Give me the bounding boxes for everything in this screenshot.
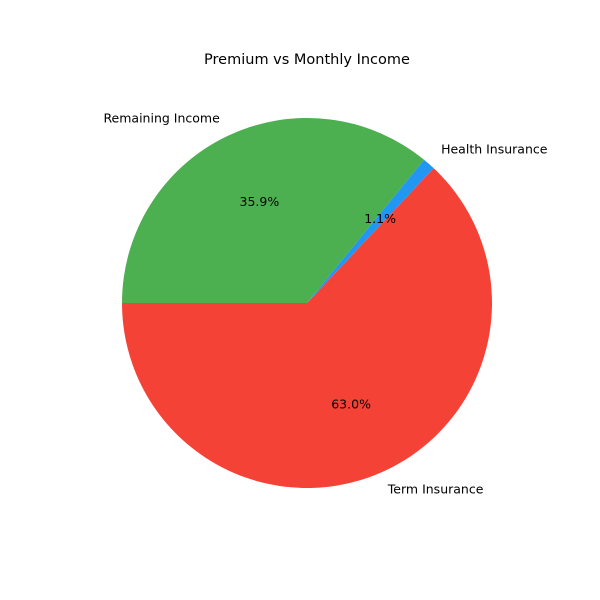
slice-percent-remaining-income: 35.9% bbox=[240, 194, 280, 209]
slice-percent-health-insurance: 1.1% bbox=[364, 211, 396, 226]
slice-label-remaining-income: Remaining Income bbox=[103, 111, 220, 126]
pie-slices bbox=[122, 117, 492, 489]
slice-term-insurance bbox=[122, 168, 492, 489]
slice-health-insurance bbox=[307, 159, 434, 303]
chart-title: Premium vs Monthly Income bbox=[204, 52, 410, 68]
slice-remaining-income bbox=[122, 117, 425, 303]
slice-label-term-insurance: Term Insurance bbox=[387, 481, 484, 496]
slice-label-health-insurance: Health Insurance bbox=[441, 141, 548, 156]
pie-labels: Term Insurance 63.0% Health Insurance 1.1% R… bbox=[103, 111, 547, 497]
slice-percent-term-insurance: 63.0% bbox=[331, 396, 371, 411]
